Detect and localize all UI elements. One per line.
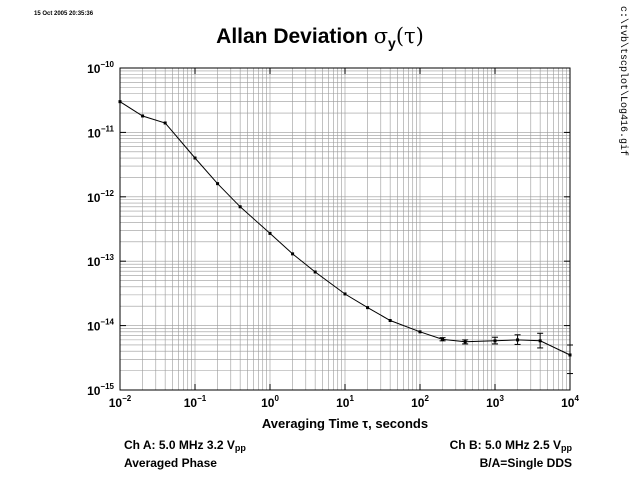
channel-b-info: Ch B: 5.0 MHz 2.5 Vpp B/A=Single DDS <box>450 438 572 471</box>
data-point <box>291 252 295 256</box>
channel-b-unit-sub: pp <box>561 443 572 453</box>
x-tick-base: 10 <box>261 396 275 410</box>
title-sigma: σ <box>373 24 389 48</box>
timestamp: 15 Oct 2005 20:35:36 <box>34 11 94 17</box>
x-tick-base: 10 <box>561 396 575 410</box>
channel-a-info: Ch A: 5.0 MHz 3.2 Vpp Averaged Phase <box>124 438 246 471</box>
y-tick-base: 10 <box>87 255 101 269</box>
y-tick-exponent: −12 <box>100 189 114 198</box>
x-tick-exponent: 1 <box>349 394 354 403</box>
y-tick-base: 10 <box>87 191 101 205</box>
x-tick-label: 10−2 <box>109 394 132 410</box>
y-tick-base: 10 <box>88 126 102 140</box>
y-tick-base: 10 <box>87 384 101 398</box>
y-tick-label: 10−15 <box>87 382 114 398</box>
data-point <box>216 182 220 186</box>
x-tick-base: 10 <box>486 396 500 410</box>
y-tick-label: 10−13 <box>87 253 114 269</box>
data-point <box>313 270 317 274</box>
x-tick-base: 10 <box>184 396 198 410</box>
chart-title: Allan Deviation σy(τ) <box>0 24 640 51</box>
x-tick-label: 101 <box>336 394 354 410</box>
x-tick-base: 10 <box>109 396 123 410</box>
channel-a-mode: Averaged Phase <box>124 456 217 470</box>
x-tick-base: 10 <box>336 396 350 410</box>
x-axis-title: Averaging Time τ, seconds <box>261 416 429 431</box>
data-point <box>163 121 167 125</box>
x-tick-exponent: 2 <box>424 394 429 403</box>
title-subscript: y <box>388 35 396 52</box>
x-tick-exponent: 3 <box>499 394 504 403</box>
y-tick-exponent: −10 <box>100 60 114 69</box>
x-tick-exponent: −1 <box>197 394 207 403</box>
y-tick-exponent: −11 <box>101 124 115 133</box>
x-tick-base: 10 <box>411 396 425 410</box>
y-tick-base: 10 <box>87 320 101 334</box>
data-point <box>141 114 145 118</box>
y-tick-label: 10−12 <box>87 189 114 205</box>
channel-a-unit-sub: pp <box>234 443 246 453</box>
y-tick-exponent: −15 <box>100 382 114 391</box>
title-text: Allan Deviation <box>216 25 374 48</box>
data-point <box>238 205 242 209</box>
y-tick-label: 10−10 <box>87 60 114 76</box>
x-tick-label: 103 <box>486 394 504 410</box>
y-tick-exponent: −13 <box>100 253 114 262</box>
channel-a-label: Ch A: 5.0 MHz 3.2 V <box>124 438 235 452</box>
grid-lines <box>120 68 570 390</box>
axis-ticks <box>119 67 571 391</box>
file-path-text: c:\tvb\tscplot\Log416.gif <box>617 6 629 156</box>
x-tick-label: 104 <box>561 394 579 410</box>
data-point <box>418 330 422 334</box>
y-tick-label: 10−11 <box>88 124 115 140</box>
x-tick-exponent: 4 <box>574 394 579 403</box>
y-tick-label: 10−14 <box>87 318 114 334</box>
file-path-label: c:\tvb\tscplot\Log416.gif <box>617 6 629 156</box>
data-point <box>193 156 197 160</box>
x-tick-exponent: −2 <box>122 394 132 403</box>
data-point <box>366 306 370 310</box>
channel-b-mode: B/A=Single DDS <box>479 456 572 470</box>
y-tick-base: 10 <box>87 62 101 76</box>
data-point <box>268 231 272 235</box>
data-point <box>343 292 347 296</box>
x-tick-exponent: 0 <box>274 394 279 403</box>
data-point <box>388 319 392 323</box>
data-point <box>118 100 122 104</box>
title-argument: (τ) <box>395 24 424 48</box>
y-tick-exponent: −14 <box>100 318 114 327</box>
x-tick-label: 10−1 <box>184 394 207 410</box>
channel-b-label: Ch B: 5.0 MHz 2.5 V <box>449 438 561 452</box>
x-tick-label: 100 <box>261 394 279 410</box>
x-tick-label: 102 <box>411 394 429 410</box>
